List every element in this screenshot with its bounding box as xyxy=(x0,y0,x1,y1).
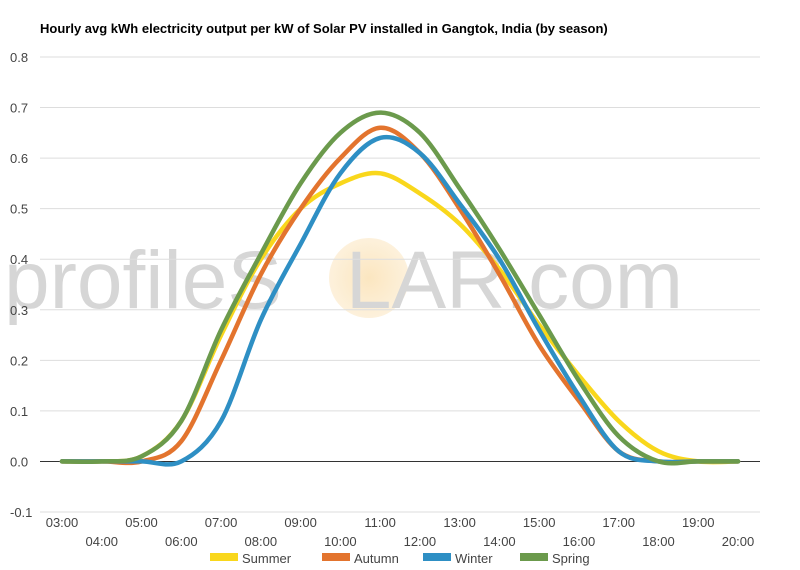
y-tick-label: 0.4 xyxy=(10,252,28,267)
x-tick-label: 17:00 xyxy=(602,515,635,530)
y-axis-ticks: -0.1 0.0 0.1 0.2 0.3 0.4 0.5 0.6 0.7 0.8 xyxy=(10,50,32,520)
y-tick-label: 0.0 xyxy=(10,454,28,469)
sun-logo-icon xyxy=(329,238,409,318)
y-tick-label: 0.3 xyxy=(10,303,28,318)
x-tick-label: 14:00 xyxy=(483,534,516,549)
x-tick-label: 16:00 xyxy=(563,534,596,549)
watermark-part-pre: profile xyxy=(4,235,227,326)
x-tick-label: 19:00 xyxy=(682,515,715,530)
x-tick-label: 12:00 xyxy=(404,534,437,549)
legend-swatch-winter xyxy=(423,553,451,561)
x-tick-label: 13:00 xyxy=(443,515,476,530)
profilesolar-watermark: profileSOLAR.com xyxy=(4,235,683,326)
svg-text:profileSOLAR.com: profileSOLAR.com xyxy=(4,235,683,326)
x-tick-label: 18:00 xyxy=(642,534,675,549)
x-tick-label: 20:00 xyxy=(722,534,755,549)
x-tick-label: 03:00 xyxy=(46,515,79,530)
legend-swatch-autumn xyxy=(322,553,350,561)
x-tick-label: 04:00 xyxy=(85,534,118,549)
legend-swatch-summer xyxy=(210,553,238,561)
x-tick-label: 11:00 xyxy=(364,515,396,530)
y-tick-label: 0.5 xyxy=(10,202,28,217)
series-line-winter xyxy=(59,134,741,467)
legend: Summer Autumn Winter Spring xyxy=(210,551,590,566)
y-tick-label: 0.2 xyxy=(10,353,28,368)
y-tick-label: -0.1 xyxy=(10,505,32,520)
series-line-spring xyxy=(59,110,741,466)
x-tick-label: 10:00 xyxy=(324,534,357,549)
x-tick-label: 05:00 xyxy=(125,515,158,530)
grid-lines xyxy=(40,56,760,513)
y-tick-label: 0.8 xyxy=(10,50,28,65)
x-tick-label: 15:00 xyxy=(523,515,556,530)
watermark-part-orb: O xyxy=(282,235,346,326)
x-tick-label: 08:00 xyxy=(245,534,278,549)
legend-label-autumn: Autumn xyxy=(354,551,399,566)
watermark-part-post: LAR.com xyxy=(346,235,683,326)
legend-label-summer: Summer xyxy=(242,551,292,566)
legend-label-winter: Winter xyxy=(455,551,493,566)
y-tick-label: 0.1 xyxy=(10,404,28,419)
y-tick-label: 0.6 xyxy=(10,151,28,166)
legend-label-spring: Spring xyxy=(552,551,590,566)
legend-swatch-spring xyxy=(520,553,548,561)
x-tick-label: 09:00 xyxy=(284,515,317,530)
y-tick-label: 0.7 xyxy=(10,101,28,116)
chart-title: Hourly avg kWh electricity output per kW… xyxy=(40,21,608,36)
series-lines xyxy=(59,110,741,467)
x-tick-label: 07:00 xyxy=(205,515,238,530)
x-tick-label: 06:00 xyxy=(165,534,198,549)
x-axis-ticks: 03:00 04:00 05:00 06:00 07:00 08:00 09:00 10:00… xyxy=(46,515,755,549)
